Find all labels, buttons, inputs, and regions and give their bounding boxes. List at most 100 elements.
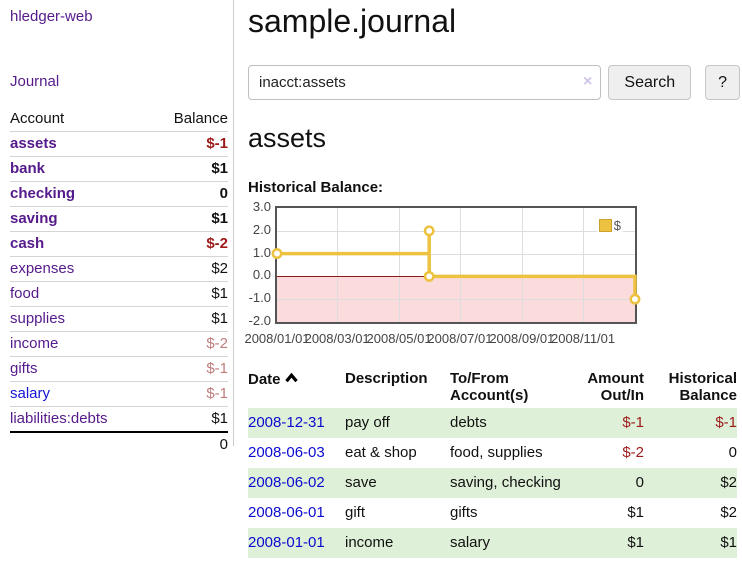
register-row: 2008-06-01 gift gifts $1 $2 <box>248 498 737 528</box>
search-input[interactable] <box>248 65 602 100</box>
account-link[interactable]: saving <box>10 210 58 227</box>
account-row: checking 0 <box>10 181 228 207</box>
sort-asc-icon <box>284 370 298 387</box>
chart-title: Historical Balance: <box>248 179 384 196</box>
account-name-cell: assets <box>10 131 151 157</box>
account-link[interactable]: liabilities:debts <box>10 410 108 427</box>
register-date-cell: 2008-12-31 <box>248 408 345 438</box>
account-balance: $1 <box>150 306 228 332</box>
transaction-date-link[interactable]: 2008-06-03 <box>248 444 325 461</box>
legend-label: $ <box>613 218 621 233</box>
register-row: 2008-06-02 save saving, checking 0 $2 <box>248 468 737 498</box>
transaction-date-link[interactable]: 2008-12-31 <box>248 414 325 431</box>
register-row: 2008-01-01 income salary $1 $1 <box>248 528 737 558</box>
account-heading: assets <box>248 123 327 153</box>
register-header-balance[interactable]: Historical Balance <box>668 370 737 404</box>
y-axis-tick-label: 2.0 <box>252 221 271 237</box>
chart-line-series <box>271 225 641 305</box>
accounts-total-balance: 0 <box>150 431 228 457</box>
register-date-cell: 2008-06-02 <box>248 468 345 498</box>
register-balance-cell: 0 <box>728 444 737 461</box>
register-balance-cell: $1 <box>720 534 737 551</box>
app-brand-link[interactable]: hledger-web <box>10 8 93 25</box>
account-name-cell: expenses <box>10 256 151 282</box>
register-amount-cell: $-1 <box>622 414 644 431</box>
register-balance-cell: $-1 <box>715 414 737 431</box>
transaction-date-link[interactable]: 2008-01-01 <box>248 534 325 551</box>
register-description-cell: eat & shop <box>345 444 417 461</box>
x-axis-tick-label: 2008/03/01 <box>304 331 370 346</box>
register-description-cell: pay off <box>345 414 390 431</box>
clear-search-icon[interactable]: × <box>583 73 593 90</box>
register-table: Date Description To/From Account(s) Amou… <box>248 368 737 558</box>
account-row: bank $1 <box>10 156 228 182</box>
main-content: sample.journal × Search ? assets Histori… <box>244 0 740 558</box>
x-axis-tick-label: 2008/09/01 <box>489 331 555 346</box>
account-link[interactable]: food <box>10 285 40 302</box>
account-link[interactable]: checking <box>10 185 76 202</box>
page-title: sample.journal <box>248 3 457 39</box>
y-axis-tick-label: 1.0 <box>252 244 271 260</box>
historical-balance-chart: $ 2008/01/01 2008/03/01 2008/05/01 2008/07/… <box>244 199 740 346</box>
account-link[interactable]: bank <box>10 160 46 177</box>
data-point-marker <box>271 248 283 260</box>
account-name-cell: supplies <box>10 306 151 332</box>
transaction-date-link[interactable]: 2008-06-02 <box>248 474 325 491</box>
register-header-amount[interactable]: Amount Out/In <box>587 370 644 404</box>
accounts-total-row: 0 <box>10 431 228 457</box>
account-link[interactable]: gifts <box>10 360 38 377</box>
register-description-cell: gift <box>345 504 366 521</box>
chart-plot-area: $ <box>271 206 641 324</box>
account-balance: $1 <box>150 406 228 432</box>
account-balance: $1 <box>150 206 228 232</box>
account-row: salary $-1 <box>10 381 228 407</box>
register-date-cell: 2008-01-01 <box>248 528 345 558</box>
x-axis-tick-label: 2008/07/01 <box>427 331 493 346</box>
accounts-table: Account Balance assets $-1 bank $1 check… <box>10 107 228 457</box>
register-header-description[interactable]: Description <box>345 370 428 387</box>
account-row: cash $-2 <box>10 231 228 257</box>
account-name-cell: liabilities:debts <box>10 406 151 432</box>
account-link[interactable]: income <box>10 335 59 352</box>
account-link[interactable]: cash <box>10 235 45 252</box>
register-accounts-cell: saving, checking <box>450 474 561 491</box>
account-balance: $1 <box>150 156 228 182</box>
y-axis-tick-label: -2.0 <box>248 313 271 328</box>
account-name-cell: gifts <box>10 356 151 382</box>
transaction-date-link[interactable]: 2008-06-01 <box>248 504 325 521</box>
account-row: gifts $-1 <box>10 356 228 382</box>
account-name-cell: bank <box>10 156 151 182</box>
account-balance: $1 <box>150 281 228 307</box>
register-amount-cell: $1 <box>627 534 644 551</box>
register-accounts-cell: salary <box>450 534 491 551</box>
sidebar-item-journal[interactable]: Journal <box>10 73 60 90</box>
account-link[interactable]: assets <box>10 135 57 152</box>
register-header-date[interactable]: Date <box>248 368 345 408</box>
account-name-cell: checking <box>10 181 151 207</box>
account-balance: $-2 <box>150 331 228 357</box>
accounts-header-balance: Balance <box>173 110 228 127</box>
x-axis-tick-label: 2008/05/01 <box>366 331 432 346</box>
x-axis-tick-label: 2008/01/01 <box>244 331 310 346</box>
account-name-cell: income <box>10 331 151 357</box>
x-axis-tick-label: 2008/11/01 <box>551 331 616 346</box>
data-point-marker <box>423 270 435 282</box>
account-link[interactable]: supplies <box>10 310 66 327</box>
account-link[interactable]: expenses <box>10 260 75 277</box>
register-description-cell: save <box>345 474 377 491</box>
account-row: liabilities:debts $1 <box>10 406 228 432</box>
account-row: supplies $1 <box>10 306 228 332</box>
account-name-cell: cash <box>10 231 151 257</box>
account-row: saving $1 <box>10 206 228 232</box>
register-header-accounts[interactable]: To/From Account(s) <box>450 370 529 404</box>
account-row: income $-2 <box>10 331 228 357</box>
help-button[interactable]: ? <box>705 65 740 100</box>
register-date-cell: 2008-06-03 <box>248 438 345 468</box>
account-balance: $-1 <box>150 356 228 382</box>
account-balance: $-1 <box>150 381 228 407</box>
register-row: 2008-06-03 eat & shop food, supplies $-2… <box>248 438 737 468</box>
account-link[interactable]: salary <box>10 385 51 402</box>
account-row: assets $-1 <box>10 131 228 157</box>
register-balance-cell: $2 <box>720 504 737 521</box>
search-button[interactable]: Search <box>608 65 692 100</box>
